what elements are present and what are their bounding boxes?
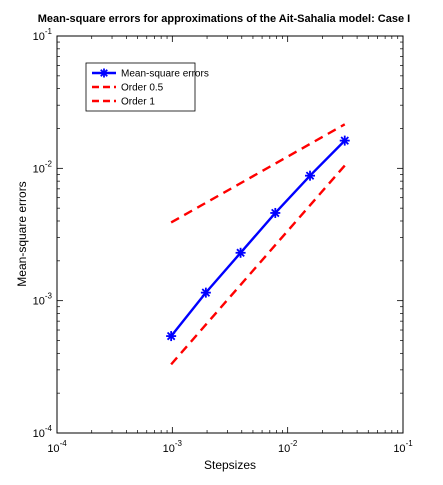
series-mean-square-errors <box>166 135 350 342</box>
asterisk-marker-stroke <box>271 208 280 218</box>
asterisk-marker-stroke <box>340 136 349 145</box>
data-point-marker <box>200 287 211 298</box>
x-tick-label: 10-4 <box>47 439 67 455</box>
asterisk-marker-stroke <box>201 288 211 297</box>
legend: Mean-square errors Order 0.5 Order 1 <box>85 62 209 112</box>
chart-title: Mean-square errors for approximations of… <box>38 13 410 25</box>
data-point-marker <box>235 247 246 258</box>
asterisk-marker-stroke <box>305 171 315 180</box>
y-axis-label: Mean-square errors <box>15 181 29 286</box>
asterisk-marker-stroke <box>236 248 245 258</box>
legend-label: Order 0.5 <box>121 83 164 94</box>
y-tick-label: 10-1 <box>33 27 53 43</box>
data-point-marker <box>339 135 350 146</box>
x-axis-label: Stepsizes <box>204 458 256 472</box>
y-tick-label: 10-4 <box>33 424 53 440</box>
y-tick-label: 10-2 <box>33 159 53 175</box>
data-point-marker <box>166 331 177 342</box>
axis-ticks <box>56 35 404 434</box>
series-layer <box>166 123 350 366</box>
y-tick-label: 10-3 <box>33 292 53 308</box>
x-tick-label: 10-1 <box>393 439 413 455</box>
series-line <box>170 139 346 337</box>
legend-label: Order 1 <box>121 97 155 108</box>
asterisk-marker-stroke <box>166 331 176 341</box>
legend-entries: Mean-square errors Order 0.5 Order 1 <box>92 68 209 108</box>
data-point-marker <box>270 207 281 218</box>
legend-entry: Order 0.5 <box>92 83 164 94</box>
legend-entry: Order 1 <box>92 97 155 108</box>
data-point-marker <box>305 170 316 181</box>
series-order-0-5 <box>170 123 346 224</box>
x-tick-label: 10-2 <box>278 439 298 455</box>
x-tick-label: 10-3 <box>163 439 183 455</box>
asterisk-marker-stroke <box>100 69 108 77</box>
series-line <box>170 123 346 224</box>
legend-entry: Mean-square errors <box>92 68 209 80</box>
legend-label: Mean-square errors <box>121 69 209 80</box>
tick-labels: 10-4 10-3 10-2 10-1 10-4 10-3 10-2 10-1 <box>33 27 414 455</box>
